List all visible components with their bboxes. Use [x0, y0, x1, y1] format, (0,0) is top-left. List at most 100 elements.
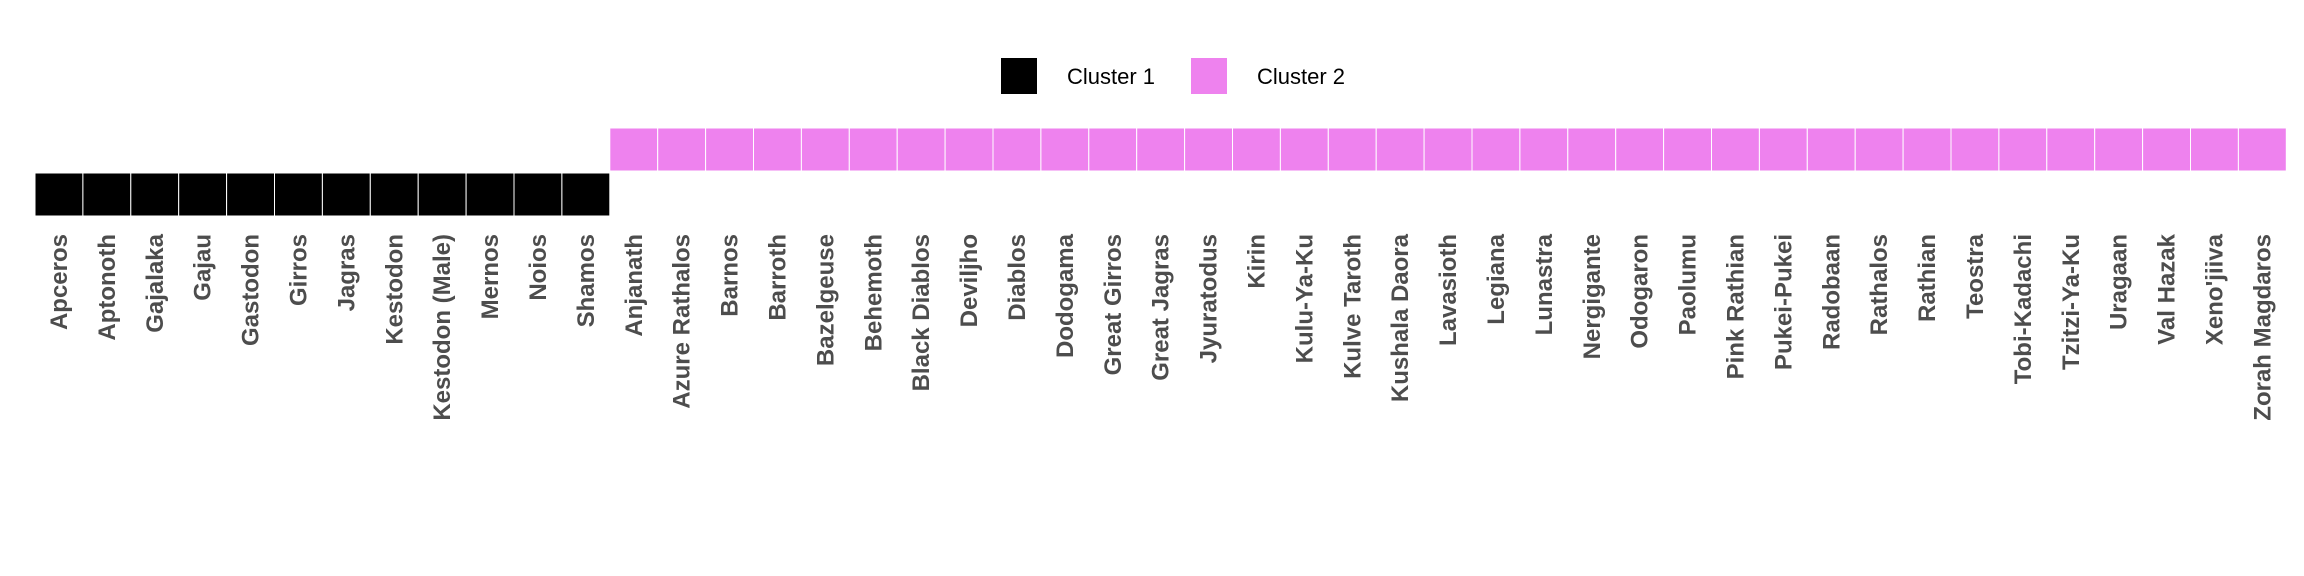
tile-odogaron [1615, 127, 1665, 172]
x-tick-label: Pukei-Pukei [1770, 234, 1797, 370]
x-tick-label: Azure Rathalos [669, 234, 696, 409]
tile-barroth [753, 127, 802, 172]
tile-nergigante [1567, 127, 1617, 172]
legend-swatch-2 [1191, 58, 1227, 94]
tile-rathalos [1854, 127, 1904, 172]
x-tick-label: Nergigante [1579, 234, 1606, 359]
x-tick-labels: Apceros Aptonoth Gajalaka Gajau Gastodon Girr… [46, 233, 2276, 420]
x-tick-label: Great Girros [1100, 234, 1127, 375]
tile-kestodon [369, 172, 419, 217]
tile-tzitzi-ya-ku [2046, 127, 2096, 172]
x-tick-label: Girros [285, 234, 312, 306]
tile-pukei-pukei [1758, 127, 1808, 172]
x-tick-label: Tobi-Kadachi [2010, 234, 2037, 384]
tile-dodogama [1040, 127, 1090, 172]
x-tick-label: Val Hazak [2154, 233, 2181, 344]
tile-azure-rathalos [657, 127, 707, 172]
tile-black-diablos [896, 127, 946, 172]
tile-mernos [465, 172, 515, 217]
tile-behemoth [848, 127, 898, 172]
tile-jyuratodus [1184, 127, 1233, 172]
x-tick-label: Deviljho [956, 234, 983, 327]
x-tick-label: Barroth [765, 234, 792, 321]
x-tick-label: Gajalaka [142, 233, 169, 332]
x-tick-label: Legiana [1483, 233, 1510, 324]
x-tick-label: Shamos [573, 234, 600, 327]
x-tick-label: Gastodon [238, 234, 265, 346]
tile-gajau [178, 172, 228, 217]
tile-bazelgeuse [800, 127, 850, 172]
x-tick-label: Zorah Magdaros [2249, 234, 2276, 421]
x-tick-label: Black Diablos [908, 234, 935, 391]
x-tick-label: Mernos [477, 234, 504, 319]
tile-legiana [1471, 127, 1521, 172]
legend: Cluster 1 Cluster 2 [1001, 58, 1345, 94]
legend-swatch-1 [1001, 58, 1037, 94]
x-tick-label: Jyuratodus [1196, 234, 1223, 363]
tile-val-hazak [2142, 127, 2192, 172]
tile-gastodon [226, 172, 276, 217]
tile-shamos [561, 172, 611, 217]
tile-great-girros [1088, 127, 1138, 172]
tile-pink-rathian [1711, 127, 1760, 172]
tile-kulve-taroth [1327, 127, 1377, 172]
tile-teostra [1950, 127, 2000, 172]
x-tick-label: Radobaan [1818, 234, 1845, 350]
x-tick-label: Kestodon [381, 234, 408, 345]
tile-barnos [705, 127, 754, 172]
tile-kulu-ya-ku [1279, 127, 1329, 172]
x-tick-label: Behemoth [860, 234, 887, 351]
x-tick-label: Pink Rathian [1723, 234, 1750, 379]
x-tick-label: Gajau [190, 234, 217, 301]
x-tick-label: Teostra [1962, 233, 1989, 319]
x-tick-label: Rathian [1914, 234, 1941, 322]
tile-tobi-kadachi [1998, 127, 2048, 172]
x-tick-label: Kulve Taroth [1339, 234, 1366, 379]
tile-noios [513, 172, 563, 217]
x-tick-label: Kulu-Ya-Ku [1291, 234, 1318, 363]
x-tick-label: Lunastra [1531, 233, 1558, 335]
x-tick-label: Kushala Daora [1387, 233, 1414, 402]
x-tick-label: Apceros [46, 234, 73, 330]
tile-rathian [1902, 127, 1952, 172]
x-tick-label: Kestodon (Male) [429, 234, 456, 421]
x-tick-label: Xeno'jiiva [2201, 233, 2228, 345]
x-tick-label: Lavasioth [1435, 234, 1462, 346]
tile-aptonoth [82, 172, 132, 217]
legend-label-1: Cluster 1 [1067, 64, 1155, 89]
x-tick-label: Bazelgeuse [812, 234, 839, 366]
tile-great-jagras [1136, 127, 1186, 172]
tile-girros [274, 172, 323, 217]
cluster-tiles [34, 127, 2287, 217]
tile-uragaan [2094, 127, 2144, 172]
tile-kestodon-male- [417, 172, 467, 217]
tile-zorah-magdaros [2237, 127, 2287, 172]
x-tick-label: Diablos [1004, 234, 1031, 321]
tile-kirin [1232, 127, 1281, 172]
tile-radobaan [1806, 127, 1856, 172]
x-tick-label: Uragaan [2106, 234, 2133, 330]
x-tick-label: Kirin [1244, 234, 1271, 289]
tile-lavasioth [1423, 127, 1473, 172]
tile-kushala-daora [1375, 127, 1425, 172]
x-tick-label: Jagras [333, 234, 360, 311]
tile-apceros [34, 172, 84, 217]
tile-jagras [321, 172, 371, 217]
x-tick-label: Odogaron [1627, 234, 1654, 349]
x-tick-label: Dodogama [1052, 233, 1079, 358]
tile-deviljho [944, 127, 994, 172]
x-tick-label: Tzitzi-Ya-Ku [2058, 234, 2085, 370]
x-tick-label: Noios [525, 234, 552, 301]
x-tick-label: Barnos [717, 234, 744, 317]
x-tick-label: Anjanath [621, 234, 648, 337]
x-tick-label: Aptonoth [94, 234, 121, 341]
tile-lunastra [1519, 127, 1569, 172]
x-tick-label: Rathalos [1866, 234, 1893, 335]
tile-gajalaka [130, 172, 180, 217]
tile-paolumu [1663, 127, 1712, 172]
x-tick-label: Great Jagras [1148, 234, 1175, 381]
x-tick-label: Paolumu [1675, 234, 1702, 335]
tile-anjanath [609, 127, 659, 172]
tile-diablos [992, 127, 1042, 172]
